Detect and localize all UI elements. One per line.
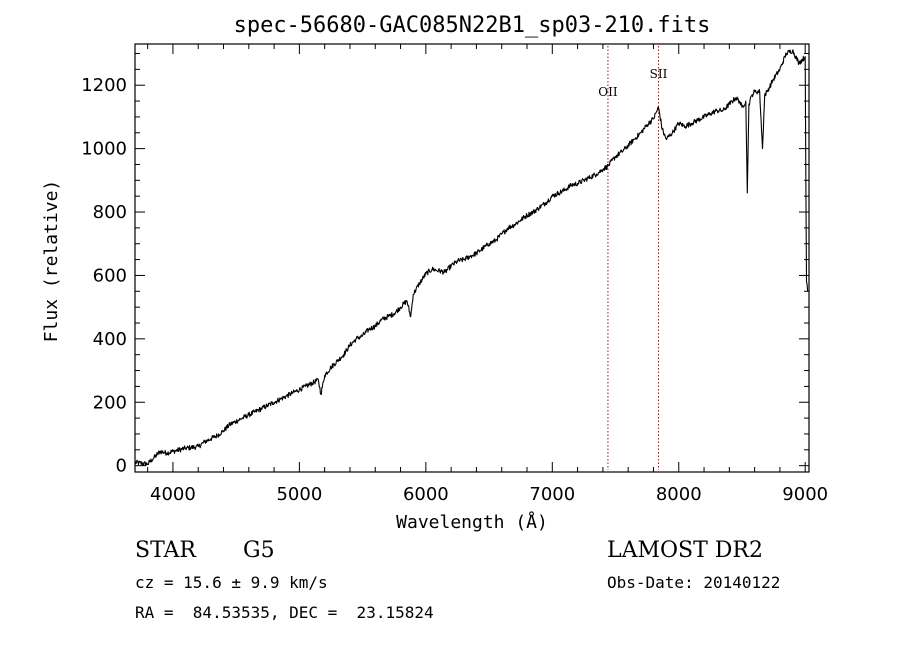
object-subclass: G5 xyxy=(243,538,275,563)
redshift-cz: cz = 15.6 ± 9.9 km/s xyxy=(135,573,328,592)
x-axis-label: Wavelength (Å) xyxy=(396,511,548,533)
x-tick-label: 6000 xyxy=(403,484,449,505)
object-class: STAR xyxy=(135,538,196,563)
y-tick-label: 1000 xyxy=(81,139,127,160)
x-tick-label: 4000 xyxy=(150,484,196,505)
spectral-line-label: OII xyxy=(598,85,618,99)
x-tick-label: 5000 xyxy=(276,484,322,505)
coordinates: RA = 84.53535, DEC = 23.15824 xyxy=(135,603,434,622)
plot-area: 4000 5000 6000 7000 8000 9000 0 200 400 600 800 100… xyxy=(81,44,828,505)
observation-date: Obs-Date: 20140122 xyxy=(607,573,781,592)
y-axis-label: Flux (relative) xyxy=(41,180,62,343)
x-tick-label: 8000 xyxy=(656,484,702,505)
y-tick-label: 1200 xyxy=(81,75,127,96)
y-tick-label: 600 xyxy=(93,265,127,286)
plot-frame xyxy=(134,43,810,473)
spectral-line-label: SII xyxy=(650,67,668,81)
x-tick-label: 9000 xyxy=(782,484,828,505)
y-tick-label: 400 xyxy=(93,329,127,350)
x-tick-label: 7000 xyxy=(529,484,575,505)
chart-title: spec-56680-GAC085N22B1_sp03-210.fits xyxy=(234,13,711,38)
spectrum-series-line xyxy=(134,49,809,467)
y-tick-label: 200 xyxy=(93,392,127,413)
survey-name: LAMOST DR2 xyxy=(607,538,763,563)
y-tick-label: 0 xyxy=(116,456,127,477)
y-tick-label: 800 xyxy=(93,202,127,223)
